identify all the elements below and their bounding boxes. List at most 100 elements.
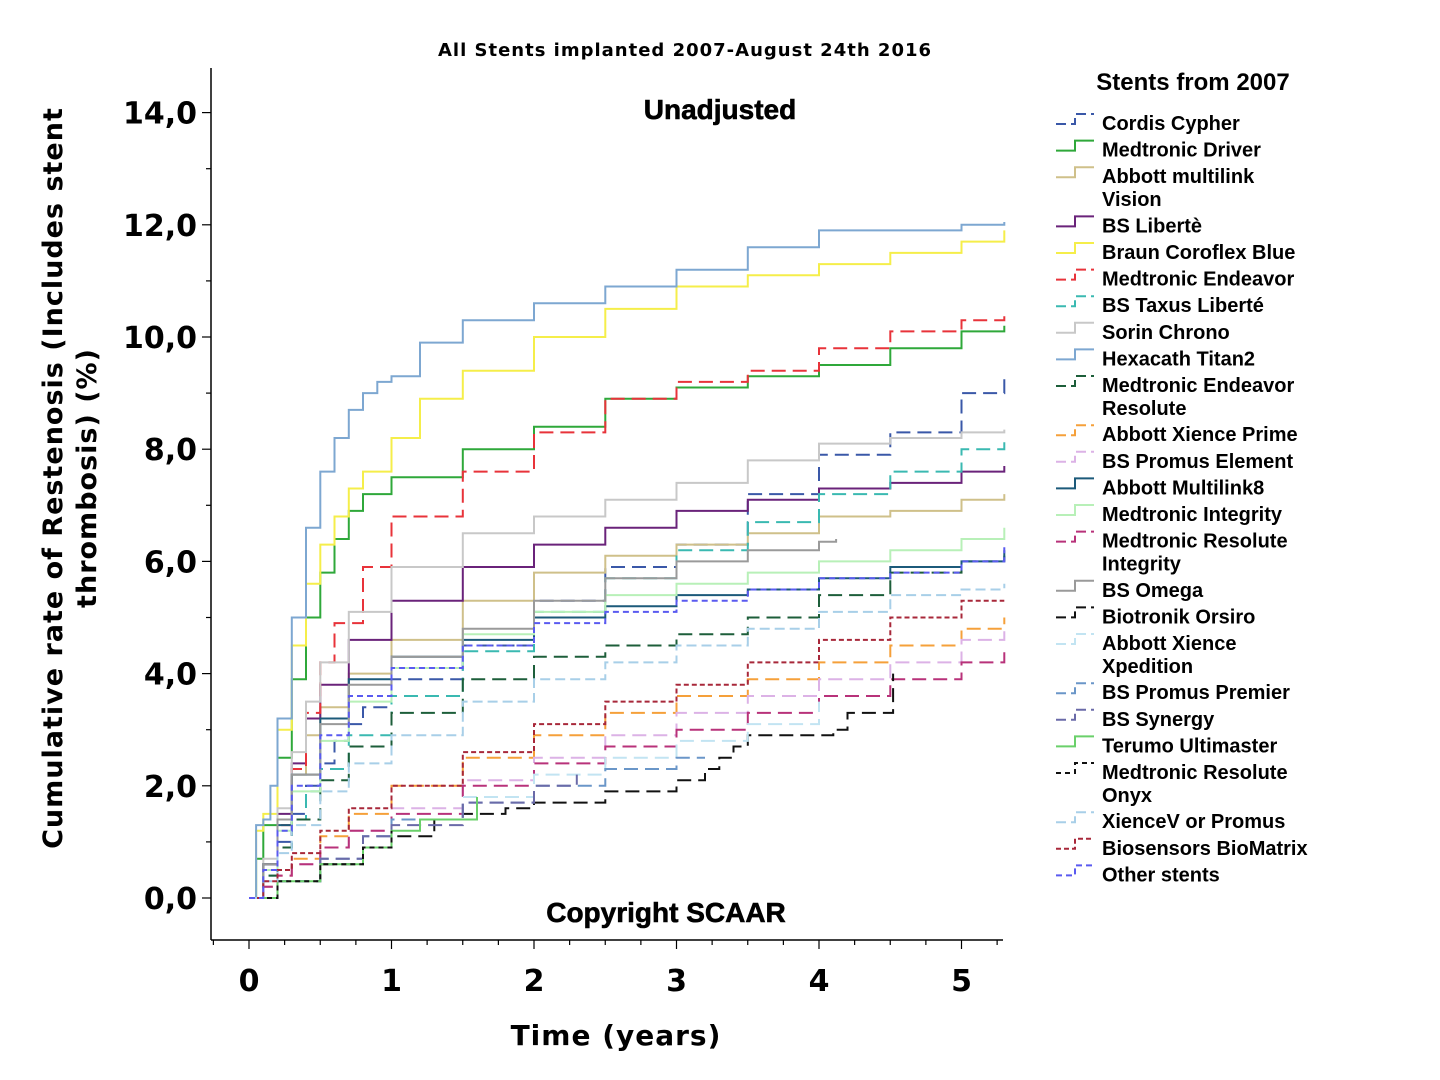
legend-item: Other stents (1056, 864, 1220, 886)
legend-item: BS Promus Premier (1056, 682, 1290, 704)
legend-swatch (1056, 166, 1094, 179)
legend-swatch (1056, 762, 1094, 774)
series-line (249, 830, 393, 899)
legend-swatch (1056, 375, 1094, 387)
legend-item: Abbott Xience Prime (1056, 424, 1298, 446)
legend-item: BS Taxus Liberté (1056, 295, 1264, 317)
legend-item: Medtronic Driver (1056, 139, 1261, 162)
legend-label: Sorin Chrono (1102, 322, 1230, 344)
legend-item: Sorin Chrono (1056, 322, 1230, 344)
y-tick-label: 8,0 (144, 433, 197, 468)
y-tick-label: 12,0 (123, 209, 197, 244)
annotation-top: Unadjusted (644, 94, 796, 125)
legend: Cordis Cypher Medtronic Driver Abbott mult… (1056, 113, 1308, 886)
legend-label: Resolute (1102, 398, 1186, 420)
y-tick-label: 0,0 (144, 882, 197, 917)
legend-label: BS Synergy (1102, 709, 1215, 731)
y-axis-label-line1: Cumulative rate of Restenosis (Includes … (38, 107, 69, 849)
legend-label: Cordis Cypher (1102, 113, 1240, 135)
series-line (249, 544, 1006, 899)
legend-swatch (1056, 708, 1094, 721)
legend-label: Vision (1102, 189, 1162, 211)
series-line (249, 466, 1006, 899)
series-line (249, 599, 1005, 899)
legend-item: Cordis Cypher (1056, 113, 1240, 135)
series-line (249, 797, 478, 899)
legend-label: Xpedition (1102, 656, 1193, 678)
y-tick-label: 4,0 (144, 658, 197, 693)
x-tick-label: 3 (666, 964, 687, 999)
legend-swatch (1056, 477, 1094, 490)
legend-swatch (1056, 579, 1094, 592)
legend-label: BS Libertè (1102, 215, 1202, 237)
legend-label: Medtronic Resolute (1102, 762, 1288, 784)
series-line (249, 222, 1006, 899)
x-tick-label: 0 (239, 964, 260, 999)
y-tick-label: 6,0 (144, 545, 197, 580)
x-tick-label: 4 (809, 964, 830, 999)
chart-title: All Stents implanted 2007-August 24th 20… (438, 40, 932, 61)
legend-label: Biosensors BioMatrix (1102, 838, 1308, 860)
legend-label: BS Promus Element (1102, 451, 1294, 473)
legend-item: Terumo Ultimaster (1056, 735, 1277, 757)
legend-item: BS Promus Element (1056, 451, 1294, 473)
legend-swatch (1056, 735, 1094, 748)
legend-item: Biotronik Orsiro (1056, 606, 1255, 628)
legend-swatch (1056, 424, 1094, 437)
legend-swatch (1056, 113, 1094, 125)
legend-swatch (1056, 682, 1094, 695)
legend-label: Abbott Xience Prime (1102, 424, 1298, 446)
legend-item: Braun Coroflex Blue (1056, 242, 1295, 264)
legend-item: BS Synergy (1056, 709, 1215, 731)
legend-item: Medtronic Integrity (1056, 504, 1283, 526)
y-axis-label-line2: thrombosis) (%) (72, 348, 103, 608)
series-line (249, 774, 578, 899)
y-tick-label: 2,0 (144, 770, 197, 805)
legend-label: Braun Coroflex Blue (1102, 242, 1295, 264)
legend-swatch (1056, 450, 1094, 463)
legend-item: BS Omega (1056, 580, 1204, 602)
legend-swatch (1056, 633, 1094, 645)
legend-label: Terumo Ultimaster (1102, 735, 1277, 757)
legend-swatch (1056, 504, 1094, 516)
series-line (249, 583, 1006, 899)
legend-label: Abbott Xience (1102, 633, 1236, 655)
legend-label: Medtronic Resolute (1102, 531, 1288, 553)
legend-label: Other stents (1102, 864, 1220, 886)
series-line (249, 438, 1006, 899)
legend-item: Biosensors BioMatrix (1056, 838, 1308, 860)
legend-item: BS Libertè (1056, 215, 1202, 237)
legend-label: BS Omega (1102, 580, 1204, 602)
legend-swatch (1056, 811, 1094, 824)
legend-swatch (1056, 268, 1094, 281)
y-tick-label: 10,0 (123, 321, 197, 356)
legend-label: BS Promus Premier (1102, 682, 1290, 704)
legend-swatch (1056, 837, 1094, 850)
x-tick-label: 2 (524, 964, 545, 999)
legend-label: Onyx (1102, 785, 1152, 807)
x-tick-label: 1 (381, 964, 402, 999)
legend-label: Abbott Multilink8 (1102, 477, 1264, 499)
legend-item: Medtronic Endeavor (1056, 268, 1294, 291)
x-axis-label: Time (years) (511, 1019, 722, 1052)
legend-swatch (1056, 606, 1094, 619)
legend-label: Hexacath Titan2 (1102, 348, 1255, 370)
legend-label: Medtronic Endeavor (1102, 269, 1294, 291)
y-tick-label: 14,0 (123, 97, 197, 132)
legend-label: BS Taxus Liberté (1102, 295, 1264, 317)
annotation-bottom: Copyright SCAAR (546, 897, 786, 928)
legend-swatch (1056, 864, 1094, 877)
legend-swatch (1056, 295, 1094, 308)
series-line (249, 651, 1006, 899)
legend-swatch (1056, 321, 1094, 334)
legend-label: Medtronic Driver (1102, 140, 1261, 162)
legend-swatch (1056, 139, 1094, 152)
legend-swatch (1056, 348, 1094, 361)
legend-item: XienceV or Promus (1056, 811, 1285, 833)
legend-swatch (1056, 215, 1094, 228)
